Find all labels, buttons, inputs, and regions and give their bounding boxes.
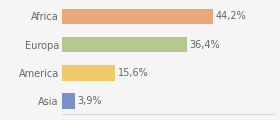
Text: 44,2%: 44,2%: [216, 11, 247, 21]
Text: 3,9%: 3,9%: [78, 96, 102, 106]
Bar: [62, 93, 75, 109]
Bar: [62, 65, 115, 81]
Bar: [62, 9, 213, 24]
Bar: [62, 37, 186, 52]
Text: 36,4%: 36,4%: [189, 40, 220, 50]
Text: 15,6%: 15,6%: [118, 68, 149, 78]
